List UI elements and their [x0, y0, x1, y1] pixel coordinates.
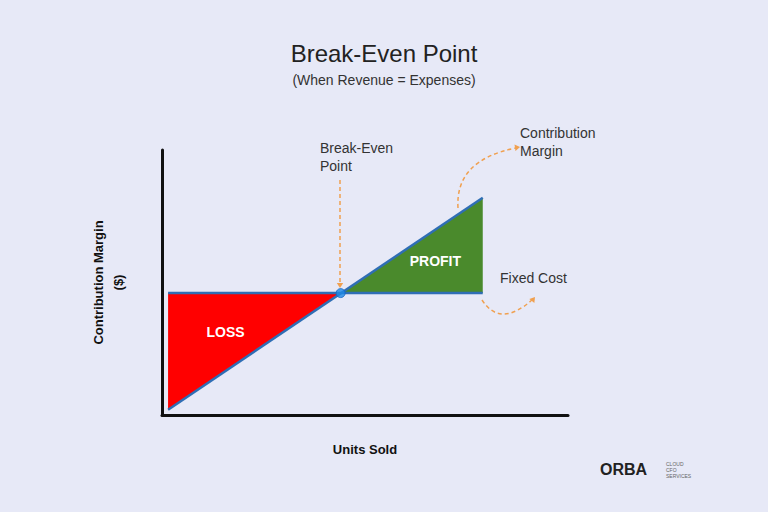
svg-text:Point: Point [320, 158, 352, 174]
svg-text:Contribution: Contribution [520, 125, 596, 141]
svg-text:ORBA: ORBA [600, 461, 648, 478]
svg-text:(When Revenue = Expenses): (When Revenue = Expenses) [292, 72, 475, 88]
svg-text:($): ($) [111, 275, 126, 291]
svg-text:Break-Even Point: Break-Even Point [291, 40, 478, 67]
svg-text:Break-Even: Break-Even [320, 140, 393, 156]
svg-text:LOSS: LOSS [207, 324, 245, 340]
svg-text:Fixed Cost: Fixed Cost [500, 270, 567, 286]
svg-text:CLOUD: CLOUD [666, 461, 684, 467]
svg-text:CFO: CFO [666, 467, 677, 473]
svg-text:Contribution Margin: Contribution Margin [91, 220, 106, 344]
svg-text:PROFIT: PROFIT [410, 253, 462, 269]
svg-text:Units Sold: Units Sold [333, 442, 397, 457]
svg-text:SERVICES: SERVICES [666, 473, 692, 479]
svg-text:Margin: Margin [520, 143, 563, 159]
